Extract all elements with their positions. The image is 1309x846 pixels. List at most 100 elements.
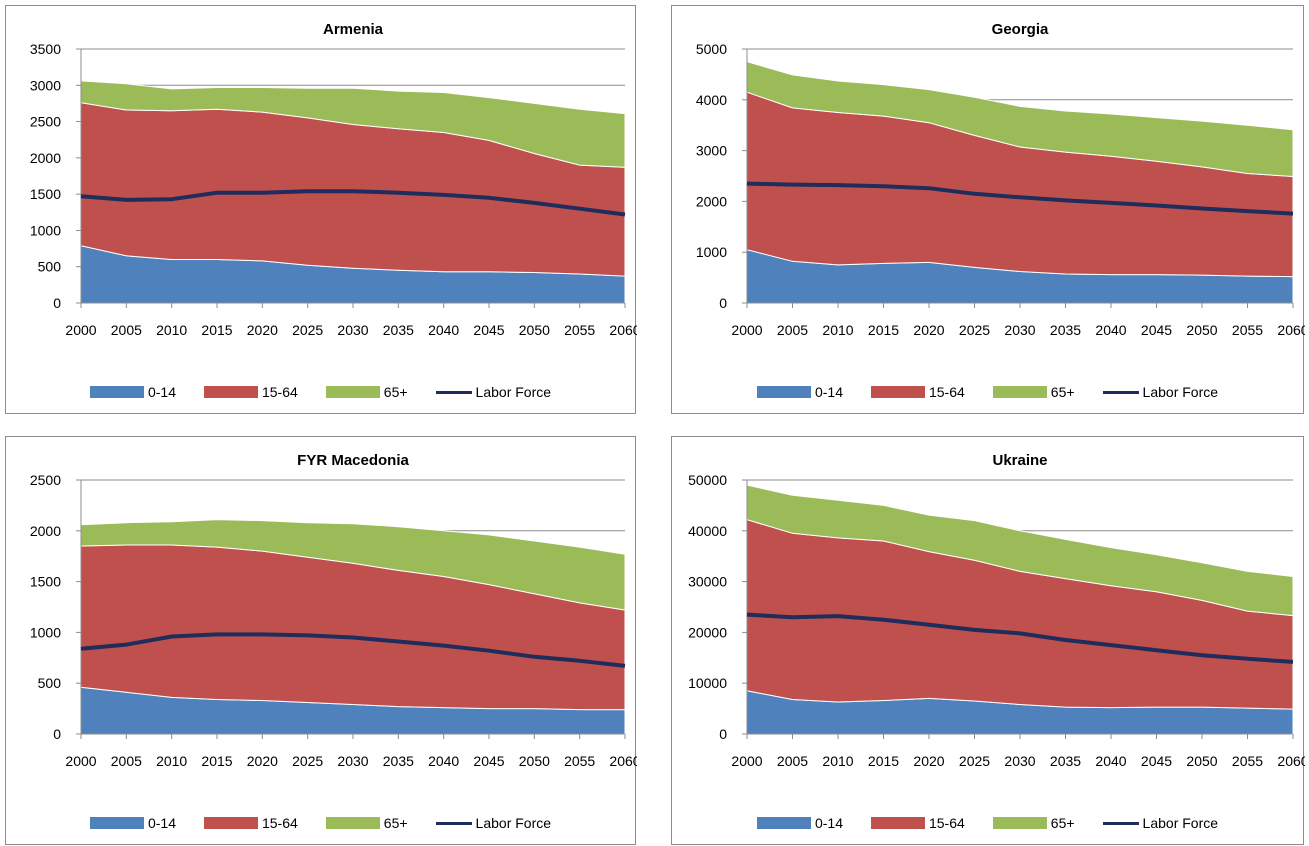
x-tick-label: 2060	[609, 753, 637, 769]
legend-swatch	[203, 817, 258, 829]
chart-title: Georgia	[992, 21, 1049, 38]
legend-item: 65+	[325, 384, 408, 400]
x-tick-label: 2060	[1277, 753, 1305, 769]
x-tick-label: 2050	[1186, 753, 1217, 769]
x-tick-label: 2020	[913, 753, 944, 769]
x-tick-label: 2000	[65, 753, 96, 769]
legend-label: 0-14	[814, 384, 843, 400]
x-tick-label: 2000	[731, 322, 762, 338]
x-tick-label: 2030	[337, 753, 368, 769]
legend-swatch	[203, 386, 258, 398]
legend-swatch	[870, 386, 925, 398]
x-tick-label: 2045	[473, 753, 504, 769]
x-tick-label: 2055	[564, 322, 595, 338]
legend-swatch	[992, 817, 1047, 829]
legend-item: 0-14	[756, 815, 843, 831]
x-tick-label: 2025	[292, 322, 323, 338]
x-tick-label: 2030	[1004, 753, 1035, 769]
y-tick-label: 1000	[30, 624, 61, 640]
legend-label: Labor Force	[475, 384, 552, 400]
chart-title: FYR Macedonia	[297, 452, 409, 469]
area-series-65+	[746, 61, 1294, 178]
y-tick-label: 0	[719, 295, 727, 311]
x-tick-label: 2040	[1095, 753, 1126, 769]
y-tick-label: 2000	[696, 193, 727, 209]
legend-item: 15-64	[870, 815, 965, 831]
x-tick-label: 2005	[111, 322, 142, 338]
x-tick-label: 2055	[564, 753, 595, 769]
x-tick-label: 2060	[1277, 322, 1305, 338]
x-tick-label: 2010	[822, 753, 853, 769]
legend-label: Labor Force	[1142, 815, 1219, 831]
legend-label: 15-64	[261, 384, 298, 400]
x-tick-label: 2035	[1050, 753, 1081, 769]
legend-swatch	[435, 390, 472, 394]
legend-swatch	[325, 386, 380, 398]
x-tick-label: 2005	[111, 753, 142, 769]
x-tick-label: 2040	[428, 753, 459, 769]
x-tick-label: 2010	[822, 322, 853, 338]
y-tick-label: 2000	[30, 150, 61, 166]
y-tick-label: 1500	[30, 574, 61, 590]
legend-item: 15-64	[203, 384, 298, 400]
x-tick-label: 2040	[428, 322, 459, 338]
area-series-65+	[746, 484, 1294, 617]
y-tick-label: 10000	[688, 675, 727, 691]
legend-label: 15-64	[928, 815, 965, 831]
chart-panel-georgia: Georgia 0 1000 2000 3000 4000 5000 2000 2005 2010…	[671, 5, 1305, 414]
legend-item: Labor Force	[435, 384, 552, 400]
legend-label: 65+	[383, 815, 408, 831]
y-tick-label: 3000	[696, 143, 727, 159]
legend-label: 65+	[383, 384, 408, 400]
chart-title: Ukraine	[992, 452, 1047, 469]
legend-label: Labor Force	[475, 815, 552, 831]
legend-item: Labor Force	[435, 815, 552, 831]
legend-swatch	[870, 817, 925, 829]
chart-legend: 0-14 15-64 65+ Labor Force	[6, 384, 635, 400]
legend-swatch	[756, 386, 811, 398]
x-tick-label: 2035	[383, 753, 414, 769]
chart-legend: 0-14 15-64 65+ Labor Force	[6, 815, 635, 831]
x-tick-label: 2010	[156, 753, 187, 769]
x-tick-label: 2060	[609, 322, 637, 338]
chart-panel-fyr-macedonia: FYR Macedonia 0 500 1000 1500 2000 2500 2000 200…	[5, 436, 637, 845]
legend-label: 0-14	[147, 384, 176, 400]
y-tick-label: 0	[719, 726, 727, 742]
legend-swatch	[1102, 821, 1139, 825]
chart-panel-armenia: Armenia 0 500 1000 1500 2000 2500 3000 3500 2000 2…	[5, 5, 637, 414]
chart-georgia: Georgia 0 1000 2000 3000 4000 5000 2000 2005 2010…	[696, 21, 1305, 338]
x-tick-label: 2025	[959, 322, 990, 338]
legend-swatch	[89, 817, 144, 829]
chart-ukraine: Ukraine 0 10000 20000 30000 40000 50000 2000 200…	[688, 452, 1305, 769]
y-tick-label: 20000	[688, 624, 727, 640]
legend-item: 15-64	[870, 384, 965, 400]
x-tick-label: 2030	[337, 322, 368, 338]
legend-label: 0-14	[814, 815, 843, 831]
x-tick-label: 2020	[913, 322, 944, 338]
x-tick-label: 2010	[156, 322, 187, 338]
legend-swatch	[1102, 390, 1139, 394]
x-tick-label: 2020	[247, 753, 278, 769]
legend-label: 0-14	[147, 815, 176, 831]
x-tick-label: 2000	[731, 753, 762, 769]
x-tick-label: 2045	[1141, 753, 1172, 769]
y-tick-label: 1000	[30, 222, 61, 238]
legend-item: 15-64	[203, 815, 298, 831]
x-tick-label: 2045	[1141, 322, 1172, 338]
legend-item: Labor Force	[1102, 384, 1218, 400]
legend-label: 65+	[1050, 384, 1075, 400]
x-tick-label: 2000	[65, 322, 96, 338]
chart-title: Armenia	[323, 21, 384, 38]
y-tick-label: 3500	[30, 41, 61, 57]
y-tick-label: 4000	[696, 92, 727, 108]
x-tick-label: 2005	[777, 753, 808, 769]
chart-panel-ukraine: Ukraine 0 10000 20000 30000 40000 50000 2000 200…	[671, 436, 1305, 845]
x-tick-label: 2040	[1095, 322, 1126, 338]
x-tick-label: 2050	[1186, 322, 1217, 338]
x-tick-label: 2015	[868, 322, 899, 338]
legend-swatch	[992, 386, 1047, 398]
x-tick-label: 2050	[519, 322, 550, 338]
legend-label: 65+	[1050, 815, 1075, 831]
y-tick-label: 0	[53, 295, 61, 311]
x-tick-label: 2015	[201, 753, 232, 769]
